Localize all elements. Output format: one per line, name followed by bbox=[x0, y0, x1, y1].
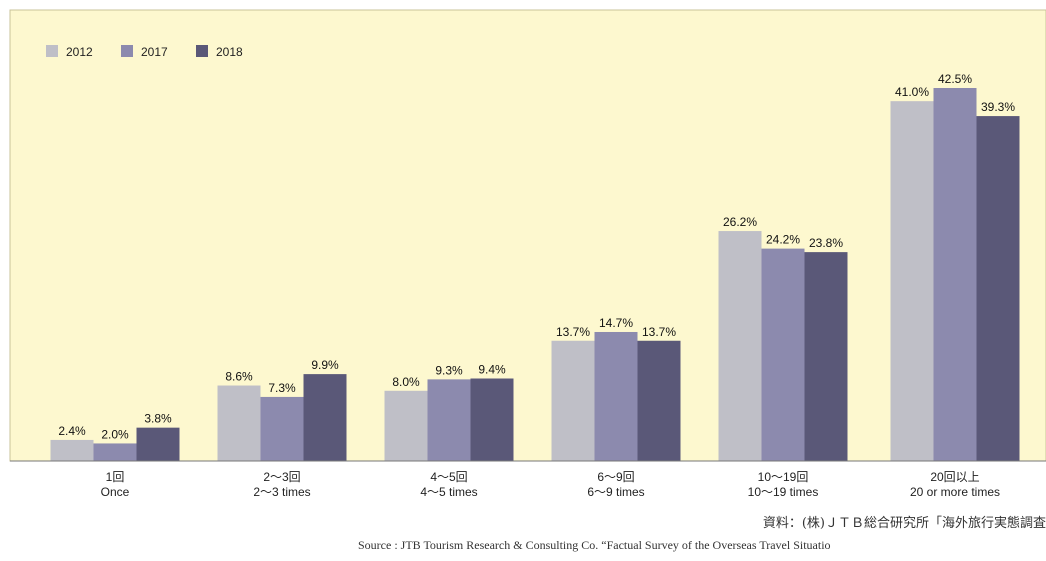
data-label-2018-5: 39.3% bbox=[981, 100, 1015, 114]
bar-2017-0 bbox=[93, 443, 137, 461]
data-label-2017-1: 7.3% bbox=[268, 381, 296, 395]
bar-2012-5 bbox=[890, 101, 934, 461]
data-label-2012-3: 13.7% bbox=[556, 325, 590, 339]
legend-label-2017: 2017 bbox=[141, 45, 168, 59]
bar-2018-3 bbox=[637, 340, 681, 461]
bar-2017-3 bbox=[594, 331, 638, 461]
data-label-2012-0: 2.4% bbox=[58, 424, 86, 438]
data-label-2018-2: 9.4% bbox=[478, 363, 506, 377]
bar-2018-1 bbox=[303, 374, 347, 461]
plot-background bbox=[9, 9, 1046, 462]
bar-2018-4 bbox=[804, 252, 848, 461]
data-label-2017-3: 14.7% bbox=[599, 316, 633, 330]
x-tick-label-jp-2: 4～5回 bbox=[430, 470, 467, 484]
data-label-2017-5: 42.5% bbox=[938, 72, 972, 86]
legend-swatch-2017 bbox=[121, 45, 133, 57]
bar-2017-4 bbox=[761, 248, 805, 461]
data-label-2017-4: 24.2% bbox=[766, 233, 800, 247]
data-label-2017-0: 2.0% bbox=[101, 427, 129, 441]
x-tick-label-jp-4: 10～19回 bbox=[758, 470, 809, 484]
bar-2012-3 bbox=[551, 340, 595, 461]
bar-2018-5 bbox=[976, 116, 1020, 461]
data-label-2018-0: 3.8% bbox=[144, 412, 172, 426]
x-tick-label-en-5: 20 or more times bbox=[910, 485, 1000, 499]
x-tick-label-jp-1: 2～3回 bbox=[263, 470, 300, 484]
x-tick-label-en-4: 10～19 times bbox=[748, 485, 819, 499]
bars-group: 2.4% 2.0% 3.8% 8.6% 7.3% 9.9% 8.0% 9.3% 9.4% 13.7… bbox=[50, 72, 1020, 461]
bar-2012-4 bbox=[718, 231, 762, 461]
bar-2012-1 bbox=[217, 385, 261, 461]
x-tick-label-jp-5: 20回以上 bbox=[930, 470, 979, 484]
x-tick-label-jp-3: 6～9回 bbox=[597, 470, 634, 484]
legend-label-2012: 2012 bbox=[66, 45, 93, 59]
data-label-2012-5: 41.0% bbox=[895, 85, 929, 99]
bar-2017-5 bbox=[933, 88, 977, 461]
data-label-2012-1: 8.6% bbox=[225, 370, 253, 384]
data-label-2018-4: 23.8% bbox=[809, 236, 843, 250]
x-tick-label-en-1: 2～3 times bbox=[253, 485, 310, 499]
data-label-2018-1: 9.9% bbox=[311, 358, 339, 372]
legend: 2012 2017 2018 bbox=[46, 45, 243, 59]
x-tick-label-en-0: Once bbox=[101, 485, 130, 499]
bar-2012-2 bbox=[384, 390, 428, 461]
bar-2018-0 bbox=[136, 427, 180, 461]
bar-2017-2 bbox=[427, 379, 471, 461]
legend-swatch-2018 bbox=[196, 45, 208, 57]
x-tick-label-jp-0: 1回 bbox=[106, 470, 125, 484]
source-note-japanese: 資料：(株)ＪＴＢ総合研究所「海外旅行実態調査 bbox=[762, 516, 1046, 531]
bar-2012-0 bbox=[50, 439, 94, 461]
legend-swatch-2012 bbox=[46, 45, 58, 57]
bar-2018-2 bbox=[470, 378, 514, 461]
source-note-english: Source : JTB Tourism Research & Consulti… bbox=[358, 538, 831, 552]
legend-label-2018: 2018 bbox=[216, 45, 243, 59]
x-tick-label-en-3: 6～9 times bbox=[587, 485, 644, 499]
bar-2017-1 bbox=[260, 396, 304, 461]
data-label-2012-2: 8.0% bbox=[392, 375, 420, 389]
data-label-2017-2: 9.3% bbox=[435, 363, 463, 377]
data-label-2012-4: 26.2% bbox=[723, 215, 757, 229]
x-tick-label-en-2: 4～5 times bbox=[420, 485, 477, 499]
data-label-2018-3: 13.7% bbox=[642, 325, 676, 339]
